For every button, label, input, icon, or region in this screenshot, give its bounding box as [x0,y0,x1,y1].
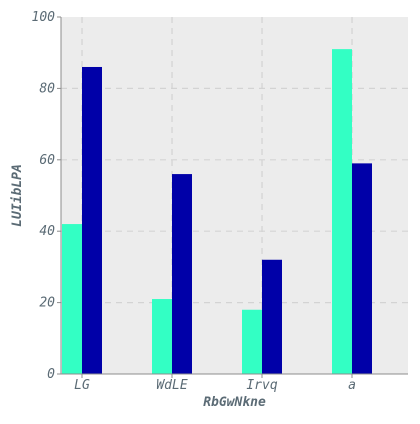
x-tick-label: WdLE [156,378,187,393]
x-tick-label: LG [74,378,90,393]
y-tick-labels: 0 20 40 60 80 100 [32,10,61,382]
y-tick-label: 20 [39,296,55,311]
y-tick-label: 60 [39,153,55,168]
y-axis-title: LUIibLPA [10,164,25,227]
y-tick-label: 0 [47,367,55,382]
bar-series-0-a [332,49,352,374]
y-tick-label: 100 [32,10,56,25]
x-tick-label: Irvq [246,378,277,393]
x-tick-label: a [348,378,356,393]
y-tick-label: 80 [39,81,55,96]
x-tick-labels: LG WdLE Irvq a [74,374,356,393]
axes [60,17,408,375]
bar-series-1-Irvq [262,259,282,374]
bars [62,49,372,374]
bar-series-1-a [352,163,372,374]
bar-series-1-LG [82,66,102,374]
bar-series-0-WdLE [152,299,172,374]
x-axis-title: RbGwNkne [203,395,266,410]
y-tick-label: 40 [39,224,55,239]
bar-series-1-WdLE [172,174,192,374]
bar-series-0-Irvq [242,309,262,374]
bar-series-0-LG [62,224,82,374]
